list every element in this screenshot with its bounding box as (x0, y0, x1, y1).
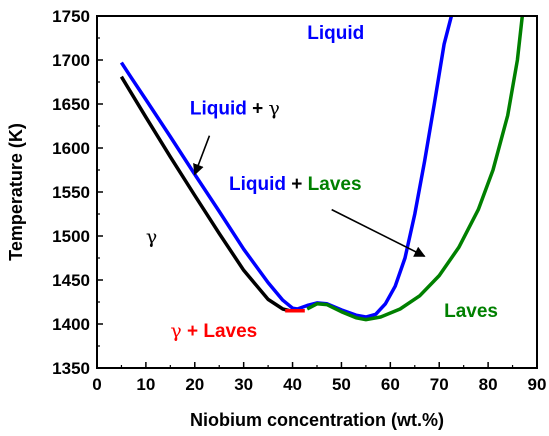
y-tick-label: 1700 (52, 51, 90, 70)
y-tick-label: 1400 (52, 315, 90, 334)
region-label-part: Liquid (190, 99, 247, 120)
x-tick-label: 20 (185, 375, 204, 394)
x-tick-label: 80 (479, 375, 498, 394)
x-tick-label: 70 (430, 375, 449, 394)
region-label-part: + (286, 174, 308, 195)
region-label-part: + (247, 99, 269, 120)
region-label-liquid-laves: Liquid + Laves (229, 174, 362, 195)
x-tick-label: 0 (92, 375, 101, 394)
y-tick-label: 1650 (52, 95, 90, 114)
region-label-part: Liquid (307, 23, 364, 44)
x-axis-label: Niobium concentration (wt.%) (190, 410, 444, 430)
region-label-part: γ (269, 98, 280, 120)
x-tick-label: 30 (234, 375, 253, 394)
region-label-part: Liquid (229, 174, 286, 195)
plot-lines (119, 15, 525, 322)
y-tick-label: 1500 (52, 227, 90, 246)
annotation-arrow (331, 208, 426, 257)
region-label-part: γ (170, 320, 181, 342)
y-tick-label: 1350 (52, 359, 90, 378)
series-line (306, 15, 525, 322)
x-tick-label: 90 (528, 375, 547, 394)
region-label-gamma-laves: γ + Laves (170, 320, 257, 342)
x-tick-label: 50 (332, 375, 351, 394)
series-line (119, 15, 454, 319)
region-label-part: γ (146, 226, 157, 248)
region-label-liquid-gamma: Liquid + γ (190, 98, 280, 120)
region-label-laves: Laves (444, 301, 498, 322)
series-line (119, 75, 291, 313)
region-label-gamma: γ (146, 226, 157, 248)
x-tick-label: 10 (136, 375, 155, 394)
region-label-part: + Laves (182, 321, 258, 342)
y-tick-label: 1750 (52, 7, 90, 26)
region-label-liquid: Liquid (307, 23, 364, 44)
y-tick-label: 1450 (52, 271, 90, 290)
y-tick-label: 1550 (52, 183, 90, 202)
annotation-arrow (193, 135, 211, 176)
region-label-part: Laves (308, 174, 362, 195)
y-axis-label: Temperature (K) (6, 123, 26, 261)
x-tick-label: 60 (381, 375, 400, 394)
x-tick-label: 40 (283, 375, 302, 394)
y-tick-label: 1600 (52, 139, 90, 158)
region-label-part: Laves (444, 301, 498, 322)
axis-ticks: 0 10 20 30 40 50 60 70 80 90 1350 1400 1450 1500 1550 1… (52, 7, 546, 394)
